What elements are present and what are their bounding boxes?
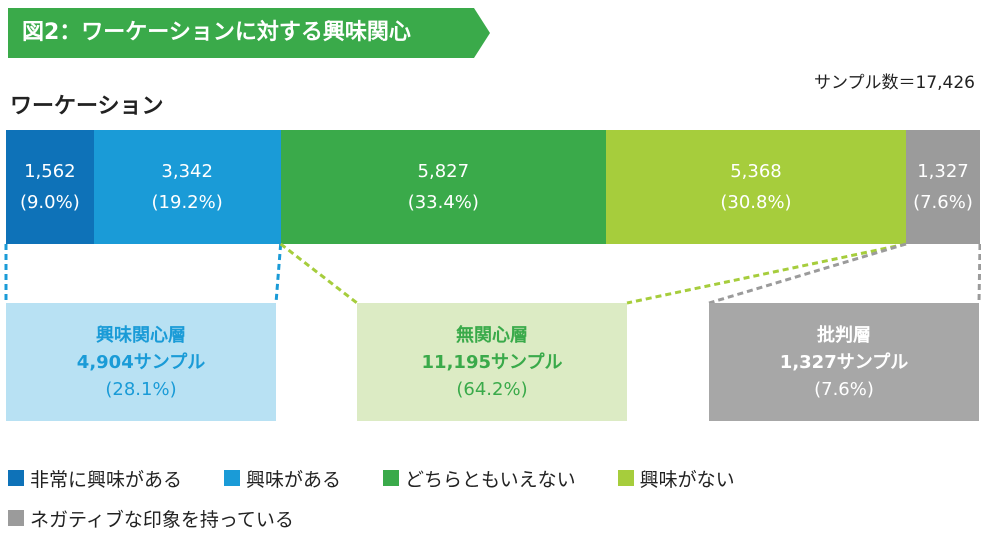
legend-row: 非常に興味がある 興味がある どちらともいえない 興味がない — [8, 458, 968, 498]
segment-percent-label: (33.4%) — [407, 192, 479, 213]
bar-segment-negative: 1,327 (7.6%) — [905, 130, 980, 244]
bar-segment-interested: 3,342 (19.2%) — [93, 130, 281, 244]
bar-segment-neutral: 5,827 (33.4%) — [280, 130, 606, 244]
legend-swatch — [617, 470, 634, 486]
group-label: 無関心層 — [456, 324, 528, 346]
legend-item-very-interested: 非常に興味がある — [8, 465, 182, 492]
connector-line — [626, 242, 907, 305]
legend-label: どちらともいえない — [405, 468, 576, 491]
connector-line — [274, 243, 283, 304]
legend-label: 興味がある — [246, 468, 342, 491]
legend: 非常に興味がある 興味がある どちらともいえない 興味がない ネガティブな印象を… — [8, 458, 968, 538]
legend-label: ネガティブな印象を持っている — [30, 508, 294, 531]
segment-value-label: 1,562 — [24, 161, 76, 182]
legend-item-neutral: どちらともいえない — [383, 465, 576, 492]
bar-segment-very-interested: 1,562 (9.0%) — [6, 130, 94, 244]
chart-title-banner: 図2：ワーケーションに対する興味関心 — [8, 8, 490, 58]
stacked-bar: 1,562 (9.0%) 3,342 (19.2%) 5,827 (33.4%) 5,368… — [6, 130, 980, 244]
segment-percent-label: (7.6%) — [913, 192, 973, 213]
chart-subtitle: ワーケーション — [10, 94, 164, 119]
group-box-critical: 批判層 1,327サンプル (7.6%) — [709, 303, 979, 421]
segment-value-label: 1,327 — [917, 161, 969, 182]
group-samples: 11,195サンプル — [421, 351, 563, 373]
segment-percent-label: (30.8%) — [720, 192, 792, 213]
legend-label: 興味がない — [639, 468, 735, 491]
bar-segment-not-interested: 5,368 (30.8%) — [605, 130, 906, 244]
legend-item-interested: 興味がある — [224, 465, 341, 492]
legend-item-not-interested: 興味がない — [617, 465, 735, 492]
group-label: 興味関心層 — [96, 324, 186, 346]
connector-line — [977, 243, 981, 304]
legend-swatch — [383, 470, 400, 486]
legend-label: 非常に興味がある — [30, 468, 183, 491]
segment-value-label: 5,368 — [730, 161, 782, 182]
group-box-interest: 興味関心層 4,904サンプル (28.1%) — [6, 303, 276, 421]
segment-percent-label: (19.2%) — [151, 192, 223, 213]
connector-line — [708, 242, 907, 305]
legend-row: ネガティブな印象を持っている — [8, 498, 968, 538]
group-samples: 1,327サンプル — [779, 351, 909, 373]
segment-value-label: 3,342 — [161, 161, 213, 182]
group-samples: 4,904サンプル — [76, 351, 206, 373]
group-percent: (28.1%) — [105, 378, 177, 400]
connector-line — [279, 242, 358, 305]
segment-value-label: 5,827 — [417, 161, 470, 182]
group-box-indifferent: 無関心層 11,195サンプル (64.2%) — [357, 303, 627, 421]
legend-swatch — [224, 470, 241, 486]
legend-swatch — [8, 510, 24, 526]
group-percent: (7.6%) — [814, 378, 874, 400]
group-label: 批判層 — [817, 324, 871, 346]
legend-item-negative: ネガティブな印象を持っている — [8, 505, 294, 532]
chart-title: 図2：ワーケーションに対する興味関心 — [22, 20, 411, 45]
legend-swatch — [8, 470, 24, 486]
sample-count: サンプル数＝17,426 — [814, 73, 975, 93]
group-percent: (64.2%) — [456, 378, 528, 400]
segment-percent-label: (9.0%) — [19, 192, 80, 213]
